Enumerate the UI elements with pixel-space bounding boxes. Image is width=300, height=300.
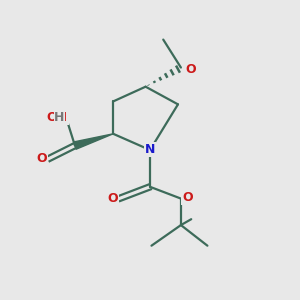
Text: N: N xyxy=(145,143,155,157)
Text: O: O xyxy=(182,190,193,204)
Text: O: O xyxy=(185,62,196,76)
Text: O: O xyxy=(36,152,47,165)
Polygon shape xyxy=(74,134,113,149)
Text: O: O xyxy=(107,192,118,205)
Text: H: H xyxy=(54,110,64,124)
Text: OH: OH xyxy=(46,111,68,124)
